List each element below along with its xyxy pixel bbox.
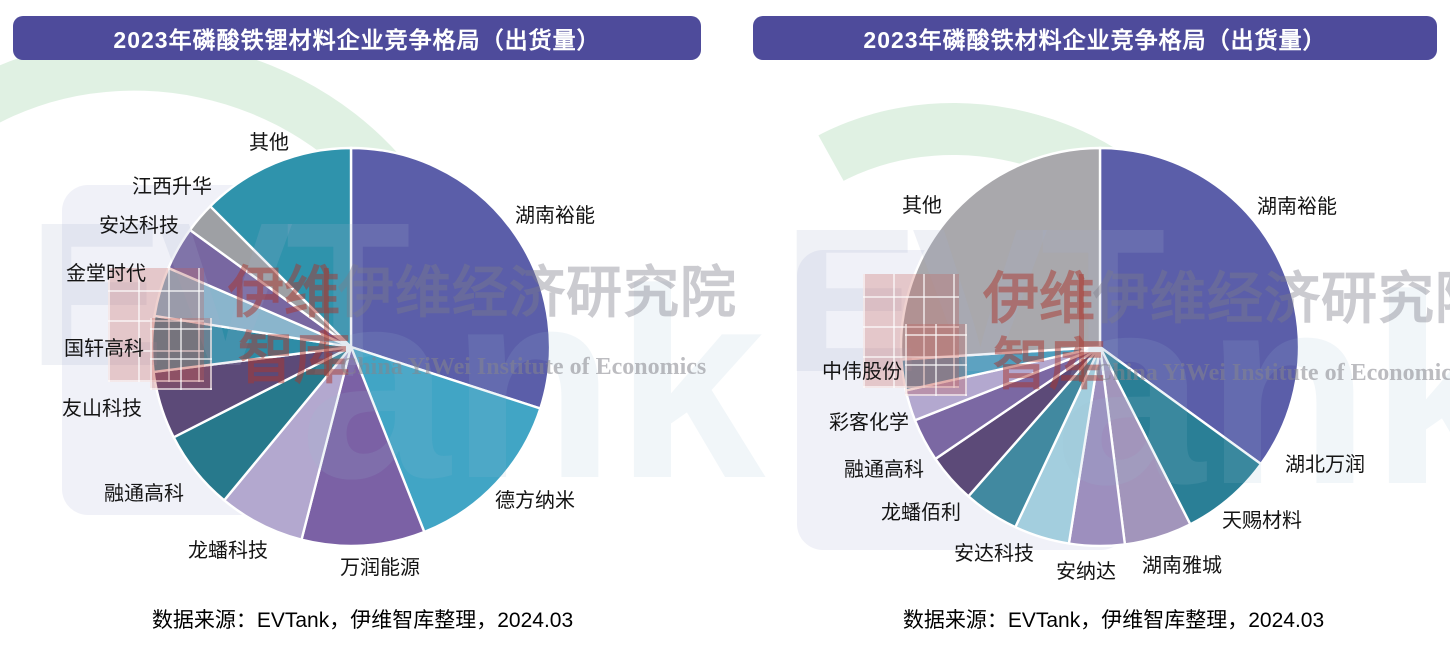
pie-slice-label: 龙蟠佰利	[881, 502, 961, 524]
pie-slice-label: 彩客化学	[829, 412, 909, 434]
pie-slice-2	[300, 343, 426, 548]
pie-slice-label: 其他	[249, 132, 289, 154]
chart-title-banner: 2023年磷酸铁锂材料企业竞争格局（出货量）	[13, 16, 701, 60]
pie-slice-label: 友山科技	[62, 398, 142, 420]
source-note: 数据来源：EVTank，伊维智库整理，2024.03	[151, 609, 574, 632]
chart-panel-iron-phosphate: 2023年磷酸铁材料企业竞争格局（出货量） EVT ank 伊维 智库 伊维经济…	[618, 0, 1450, 654]
pie-slice-label: 湖南裕能	[515, 205, 595, 227]
chart-title-banner: 2023年磷酸铁材料企业竞争格局（出货量）	[753, 16, 1437, 60]
pie-chart-iron-phosphate	[899, 146, 1301, 548]
pie-slice-label: 融通高科	[104, 483, 184, 505]
source-note: 数据来源：EVTank，伊维智库整理，2024.03	[902, 609, 1325, 632]
pie-slice-label: 万润能源	[340, 557, 420, 579]
pie-slice-label: 金堂时代	[66, 263, 146, 285]
pie-slice-label: 德方纳米	[495, 490, 575, 512]
chart-panel-lfp: 2023年磷酸铁锂材料企业竞争格局（出货量） EVT ank 伊维 智库 伊维经…	[0, 0, 765, 654]
chart-title: 2023年磷酸铁材料企业竞争格局（出货量）	[863, 27, 1327, 53]
pie-slice-1	[348, 345, 542, 534]
pie-slice-label: 江西升华	[132, 176, 212, 198]
pie-slice-label: 安纳达	[1056, 561, 1116, 583]
pie-slice-label: 湖南雅城	[1142, 555, 1222, 577]
chart-title: 2023年磷酸铁锂材料企业竞争格局（出货量）	[113, 27, 601, 53]
pie-slice-label: 龙蟠科技	[188, 540, 268, 562]
pie-slice-label: 湖北万润	[1285, 454, 1365, 476]
pie-chart-lfp	[150, 146, 552, 548]
pie-slice-label: 安达科技	[954, 543, 1034, 565]
pie-slice-label: 湖南裕能	[1257, 196, 1337, 218]
pie-slice-10	[208, 146, 353, 350]
pie-slice-label: 中伟股份	[822, 361, 902, 383]
pie-slice-label: 国轩高科	[64, 338, 144, 360]
pie-slice-label: 融通高科	[844, 459, 924, 481]
pie-slice-0	[349, 146, 552, 411]
pie-slice-label: 天赐材料	[1222, 510, 1302, 532]
pie-slice-label: 其他	[902, 195, 942, 217]
pie-slice-0	[1098, 146, 1301, 466]
pie-slice-label: 安达科技	[99, 215, 179, 237]
pie-slice-10	[899, 146, 1102, 361]
